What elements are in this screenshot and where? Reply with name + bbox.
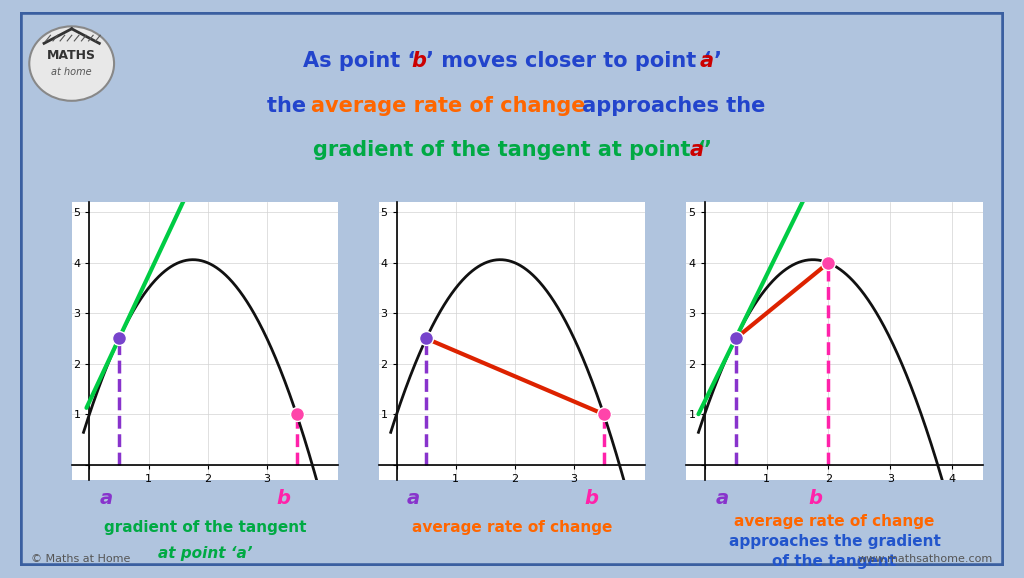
Text: www.mathsathome.com: www.mathsathome.com bbox=[858, 554, 993, 564]
Text: As point ‘: As point ‘ bbox=[303, 51, 416, 72]
Text: at point ‘a’: at point ‘a’ bbox=[158, 546, 252, 561]
Text: b: b bbox=[276, 489, 291, 508]
Text: MATHS: MATHS bbox=[47, 49, 96, 62]
Text: approaches the: approaches the bbox=[574, 96, 765, 116]
Text: b: b bbox=[584, 489, 598, 508]
Text: of the tangent: of the tangent bbox=[772, 554, 897, 569]
Text: gradient of the tangent: gradient of the tangent bbox=[103, 520, 306, 535]
Text: the: the bbox=[266, 96, 313, 116]
Text: b: b bbox=[412, 51, 426, 72]
Circle shape bbox=[30, 27, 114, 101]
Text: a: a bbox=[99, 489, 113, 508]
Text: ’: ’ bbox=[703, 140, 712, 160]
Text: a: a bbox=[690, 140, 705, 160]
Text: average rate of change: average rate of change bbox=[734, 514, 935, 529]
Text: gradient of the tangent at point ‘: gradient of the tangent at point ‘ bbox=[313, 140, 706, 160]
Text: ’ moves closer to point ‘: ’ moves closer to point ‘ bbox=[426, 51, 711, 72]
Text: a: a bbox=[407, 489, 420, 508]
Text: average rate of change: average rate of change bbox=[311, 96, 586, 116]
Text: b: b bbox=[808, 489, 822, 508]
Text: at home: at home bbox=[51, 66, 92, 77]
Text: ’: ’ bbox=[713, 51, 721, 72]
Text: a: a bbox=[699, 51, 714, 72]
Text: a: a bbox=[716, 489, 729, 508]
Text: average rate of change: average rate of change bbox=[412, 520, 612, 535]
Text: approaches the gradient: approaches the gradient bbox=[729, 534, 940, 549]
Text: © Maths at Home: © Maths at Home bbox=[31, 554, 130, 564]
